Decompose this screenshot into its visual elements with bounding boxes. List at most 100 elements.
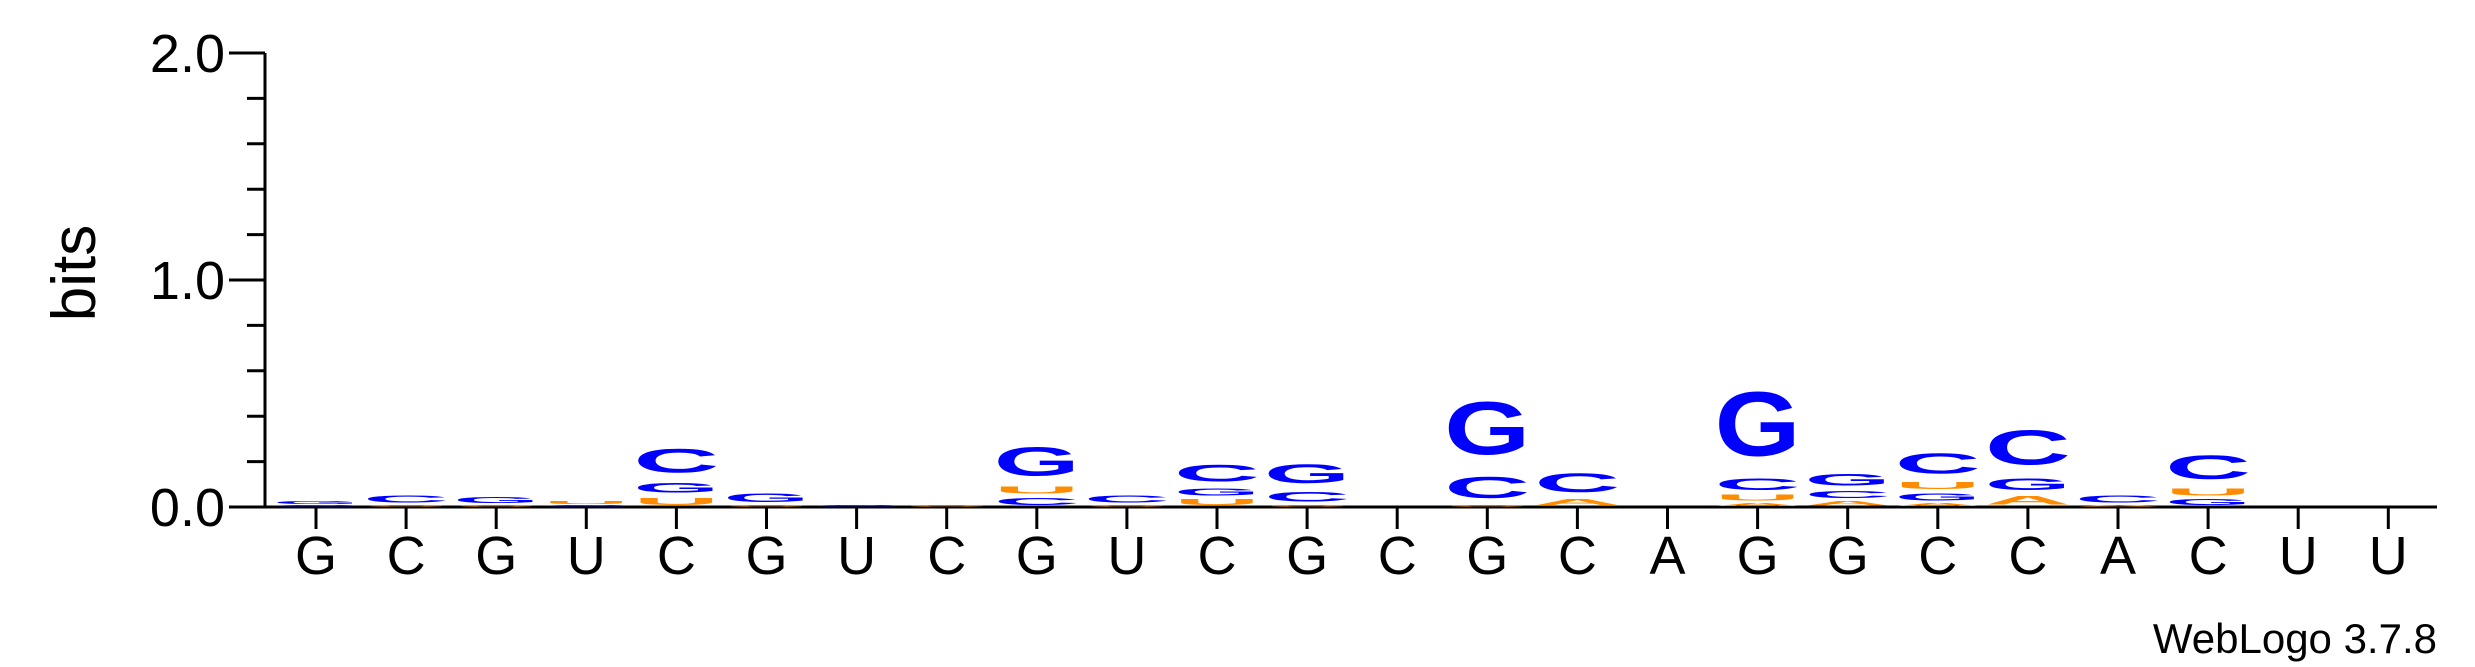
position-label: U: [567, 526, 606, 586]
letter-stack: C: [814, 505, 900, 507]
logo-letter-G: G: [453, 496, 539, 505]
weblogo-version-label: WebLogo 3.7.8: [2153, 615, 2437, 662]
position-label: U: [2279, 526, 2318, 586]
logo-letter-C: C: [1715, 475, 1801, 493]
logo-letter-C: C: [363, 493, 449, 504]
logo-letter-G: G: [1985, 475, 2071, 493]
position-label: U: [2369, 526, 2408, 586]
letter-stack: UGC: [1174, 459, 1260, 507]
logo-letter-U: U: [1895, 480, 1981, 491]
logo-letter-C: C: [1264, 489, 1350, 505]
position-label: G: [1827, 526, 1869, 586]
logo-letter-G: G: [273, 500, 359, 505]
letter-stack: AC: [2075, 493, 2161, 507]
logo-letter-U: U: [1264, 505, 1350, 507]
y-tick-label: 2.0: [150, 24, 225, 84]
position-label: G: [475, 526, 517, 586]
y-axis: 0.0 1.0 2.0: [150, 24, 267, 538]
logo-letter-U: U: [724, 505, 810, 507]
position-label: G: [745, 526, 787, 586]
logo-letter-C: C: [2075, 493, 2161, 504]
logo-letter-C: C: [273, 505, 359, 507]
position-label: U: [1107, 526, 1146, 586]
y-tick-label: 0.0: [150, 478, 225, 538]
logo-letter-U: U: [2165, 486, 2251, 497]
logo-letter-G: G: [1895, 491, 1981, 502]
logo-letter-A: A: [1985, 493, 2071, 507]
logo-letter-U: U: [543, 500, 629, 505]
logo-letter-U: U: [1444, 505, 1530, 507]
logo-letter-C: C: [1084, 493, 1170, 504]
position-label: C: [387, 526, 426, 586]
logo-letter-C: C: [1985, 421, 2071, 475]
y-axis-title: bits: [40, 225, 109, 321]
logo-letter-G: G: [1174, 487, 1260, 498]
logo-letter-C: C: [1174, 459, 1260, 486]
letter-stack: CG: [273, 500, 359, 507]
letter-stack: UCG: [1444, 387, 1530, 507]
letter-stack: ACG: [1805, 470, 1891, 506]
logo-letter-A: A: [2075, 505, 2161, 507]
letter-stack: GUC: [2165, 448, 2251, 507]
logo-letter-U: U: [1084, 505, 1170, 507]
logo-letter-C: C: [994, 496, 1080, 507]
position-label: C: [1198, 526, 1237, 586]
position-label: G: [1737, 526, 1779, 586]
logo-letter-U: U: [1715, 493, 1801, 502]
logo-letter-C: C: [1895, 448, 1981, 480]
position-label: G: [1286, 526, 1328, 586]
logo-letter-U: U: [994, 484, 1080, 495]
logo-letter-G: G: [994, 439, 1080, 484]
logo-letter-G: G: [1264, 459, 1350, 489]
position-label: U: [837, 526, 876, 586]
position-label: C: [1558, 526, 1597, 586]
letter-stack: UG: [724, 491, 810, 507]
position-label: G: [295, 526, 337, 586]
logo-letter-C: C: [814, 505, 900, 507]
logo-letter-C: C: [1805, 489, 1891, 500]
logo-letter-A: A: [1805, 500, 1891, 507]
position-label: C: [657, 526, 696, 586]
logo-letter-G: G: [1805, 470, 1891, 488]
letter-stack: UC: [1084, 493, 1170, 507]
letter-stack: AGC: [1985, 421, 2071, 507]
position-label: G: [1466, 526, 1508, 586]
logo-letter-G: G: [1444, 387, 1530, 471]
logo-letter-A: A: [1534, 498, 1620, 507]
logo-letter-U: U: [1174, 498, 1260, 507]
position-label: C: [1918, 526, 1957, 586]
letter-stack: CU: [543, 500, 629, 507]
position-label: C: [927, 526, 966, 586]
logo-letter-G: G: [2165, 498, 2251, 507]
logo-letter-U: U: [633, 496, 719, 507]
position-label: C: [2008, 526, 2047, 586]
position-label: C: [2189, 526, 2228, 586]
letter-stack: UG: [453, 496, 539, 507]
letter-stack: U: [904, 505, 990, 507]
logo-letter-C: C: [543, 505, 629, 507]
logo-letter-A: A: [1715, 502, 1801, 507]
position-label: G: [1016, 526, 1058, 586]
logo-letter-C: C: [633, 441, 719, 480]
logo-letter-C: C: [1444, 471, 1530, 505]
letter-stack: UCG: [1264, 459, 1350, 507]
logo-letter-A: A: [1895, 502, 1981, 507]
letter-stack: CUG: [994, 439, 1080, 507]
logo-letter-C: C: [2165, 448, 2251, 487]
letter-stack: UGC: [633, 441, 719, 507]
position-label: A: [2100, 526, 2136, 586]
y-tick-label: 1.0: [150, 251, 225, 311]
position-label: A: [1649, 526, 1685, 586]
logo-letter-U: U: [453, 505, 539, 507]
logo-letter-G: G: [633, 480, 719, 496]
logo-letter-C: C: [1534, 469, 1620, 498]
logo-letter-G: G: [1715, 373, 1801, 476]
position-label: C: [1378, 526, 1417, 586]
logo-letter-G: G: [724, 491, 810, 505]
letter-stack: AC: [1534, 469, 1620, 507]
